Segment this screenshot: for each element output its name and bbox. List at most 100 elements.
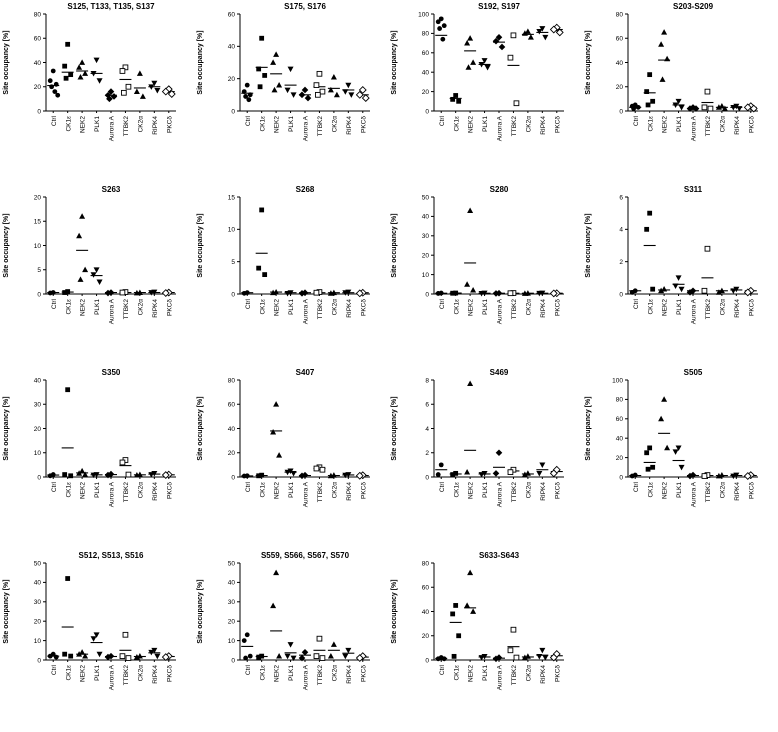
data-point [104,653,112,661]
data-point [96,651,103,658]
data-point [524,28,531,34]
x-category-label: Aurora A [497,115,504,141]
panel-title: S175, S176 [284,2,326,11]
data-point [79,467,86,474]
y-axis-label: Site occupancy [%] [585,396,592,460]
y-tick-label: 20 [228,76,236,83]
y-tick-label: 20 [228,619,236,626]
x-category-label: PKCδ [554,299,561,316]
x-category-label: PLK1 [94,482,101,498]
y-tick-label: 20 [34,194,42,201]
chart-panel-s407: S407 Site occupancy [%] 0 20 40 60 80 Ctrl CK1ε N… [194,366,388,549]
data-point [241,290,247,296]
data-point [259,35,265,41]
data-point [730,473,737,480]
data-point [478,291,485,297]
x-category-label: NEK2 [468,299,475,316]
x-category-label: PKCδ [166,482,173,499]
x-category-label: NEK2 [274,116,281,133]
y-tick-label: 40 [34,377,42,384]
data-point [65,387,71,393]
x-category-label: CK1ε [259,299,266,315]
data-point [313,289,320,296]
panel-title: S311 [684,185,703,194]
data-point [119,289,126,296]
panel-title: S350 [102,368,121,377]
x-category-label: PKCδ [554,116,561,133]
chart-svg: S469 Site occupancy [%] 0 2 4 6 8 Ctrl CK1ε NEK2 P… [391,368,564,507]
data-point [125,655,132,661]
y-tick-label: 0 [37,657,41,664]
panel-title: S280 [490,185,509,194]
y-tick-label: 80 [228,377,236,384]
data-point [125,83,132,90]
x-category-label: Aurora A [303,298,310,324]
data-point [659,76,666,82]
data-point [47,78,53,84]
data-point [290,655,297,662]
data-point [55,92,61,98]
x-category-label: CK2α [331,665,338,682]
x-category-label: NEK2 [468,665,475,682]
y-tick-label: 0 [37,291,41,298]
data-point [330,73,337,80]
data-point [298,472,306,480]
data-point [647,210,653,216]
chart-panel-s505: S505 Site occupancy [%] 0 20 40 60 80 100 Ctrl CK… [582,366,776,549]
data-point [90,472,97,479]
data-point [484,64,491,71]
data-point [521,30,528,36]
y-tick-label: 30 [34,599,42,606]
y-tick-label: 0 [231,108,235,115]
y-tick-label: 20 [422,253,430,260]
data-point [243,655,249,661]
x-category-label: NEK2 [468,116,475,133]
data-point [68,653,74,659]
chart-panel-s280: S280 Site occupancy [%] 0 10 20 30 40 50 Ctrl CK1… [388,183,582,366]
x-category-label: PKCδ [360,665,367,682]
data-point [77,276,84,282]
x-category-label: TTBK2 [123,116,130,137]
data-point [319,466,326,473]
y-tick-label: 15 [228,194,236,201]
y-tick-label: 10 [34,450,42,457]
data-point [521,654,528,660]
y-tick-label: 10 [34,243,42,250]
data-point [675,445,682,451]
data-point [93,57,100,64]
data-point [139,93,146,99]
data-point [276,653,283,659]
data-point [276,452,283,458]
data-point [678,286,685,293]
data-point [313,465,320,472]
y-tick-label: 0 [425,474,429,481]
data-point [298,654,306,662]
y-tick-label: 20 [616,455,624,462]
data-point [542,655,549,661]
y-tick-label: 60 [422,50,430,57]
y-tick-label: 60 [616,416,624,423]
x-category-label: PKCδ [166,299,173,316]
x-category-label: CK1ε [453,482,460,498]
y-tick-label: 8 [425,377,429,384]
x-category-label: Ctrl [439,664,446,675]
x-category-label: PLK1 [676,116,683,132]
x-category-label: CK1ε [259,482,266,498]
data-point [467,207,474,213]
data-point [53,654,59,660]
data-point [507,469,514,476]
data-point [314,91,321,98]
x-category-label: CK2α [137,482,144,499]
data-point [453,290,459,296]
x-category-label: PKCδ [748,482,755,499]
data-point [441,656,447,662]
x-category-label: PLK1 [676,299,683,315]
data-point [733,286,740,293]
data-point [63,75,69,81]
y-tick-label: 4 [619,227,623,234]
x-category-label: Ctrl [51,664,58,675]
chart-panel-s311: S311 Site occupancy [%] 0 2 4 6 Ctrl CK1ε NEK2 PL… [582,183,776,366]
data-point [319,655,326,661]
x-category-label: CK1ε [65,482,72,498]
data-point [161,289,170,297]
